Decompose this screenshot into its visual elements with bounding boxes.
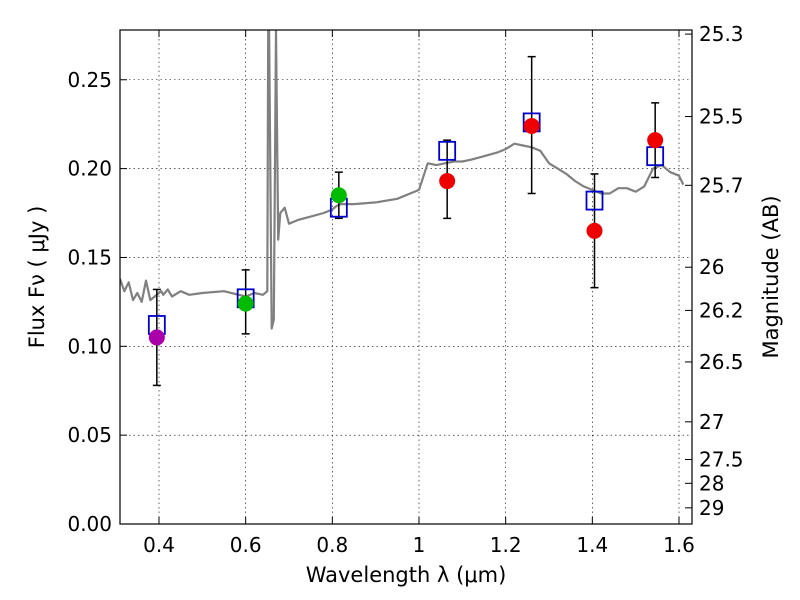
y2-tick-label: 27 xyxy=(699,410,724,434)
y-tick-label: 0.15 xyxy=(67,245,112,269)
sed-model-line xyxy=(120,30,685,330)
x-tick-label: 1.6 xyxy=(663,533,695,557)
y-axis-label: Flux Fν ( μJy ) xyxy=(25,206,49,349)
y-tick-label: 0.25 xyxy=(67,68,112,92)
y-tick-label: 0.05 xyxy=(67,423,112,447)
observed-point xyxy=(439,173,456,190)
observed-point xyxy=(148,329,165,346)
y2-tick-label: 25.3 xyxy=(699,22,744,46)
y2-tick-label: 28 xyxy=(699,471,724,495)
x-tick-label: 1 xyxy=(413,533,426,557)
y2-tick-label: 25.7 xyxy=(699,173,744,197)
model-photometry-square xyxy=(585,190,604,211)
x-tick-label: 0.8 xyxy=(316,533,348,557)
y2-tick-label: 25.5 xyxy=(699,105,744,129)
x-tick-label: 1.2 xyxy=(490,533,522,557)
y2-tick-label: 26.5 xyxy=(699,350,744,374)
observed-point xyxy=(330,187,347,204)
observed-point xyxy=(586,222,603,239)
axis-ticks: 0.4 0.6 0.8 1 1.2 1.4 1.6 0.00 0.05 0.10 0.15 0.20 0… xyxy=(67,22,743,557)
y2-tick-label: 26.2 xyxy=(699,298,744,322)
y2-tick-label: 27.5 xyxy=(699,447,744,471)
grid xyxy=(120,30,692,525)
y2-axis-label: Magnitude (AB) xyxy=(759,195,783,358)
model-photometry-square xyxy=(438,140,457,161)
y2-tick-label: 26 xyxy=(699,255,724,279)
plot-area xyxy=(120,30,685,387)
observed-point xyxy=(523,117,540,134)
y2-tick-label: 29 xyxy=(699,496,724,520)
y-tick-label: 0.00 xyxy=(67,512,112,536)
observed-point xyxy=(647,132,664,149)
x-axis-label: Wavelength λ (μm) xyxy=(306,563,507,587)
y-tick-label: 0.10 xyxy=(67,334,112,358)
plot-frame xyxy=(119,29,693,525)
x-tick-label: 1.4 xyxy=(576,533,608,557)
x-tick-label: 0.4 xyxy=(143,533,175,557)
y-tick-label: 0.20 xyxy=(67,157,112,181)
observed-point xyxy=(237,295,254,312)
x-tick-label: 0.6 xyxy=(230,533,262,557)
